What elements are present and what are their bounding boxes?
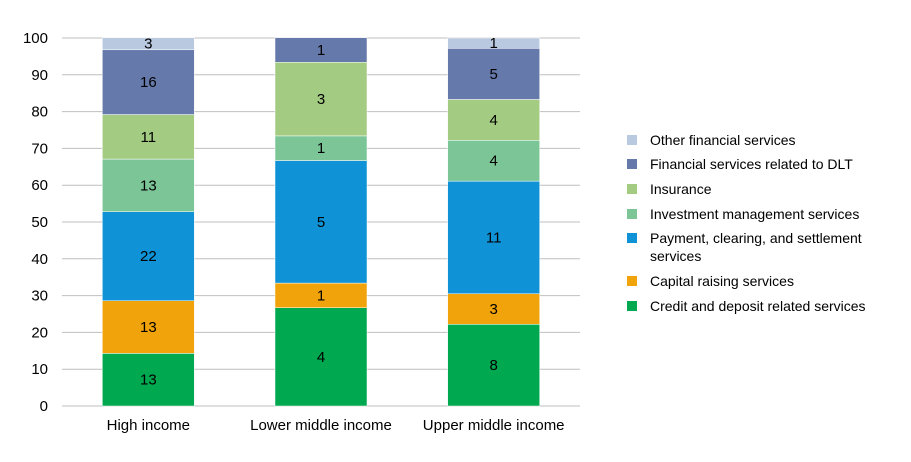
data-label: 1 [317, 140, 325, 157]
y-tick-label: 100 [23, 30, 48, 47]
data-label: 3 [317, 91, 325, 108]
bar-segment [447, 37, 540, 49]
legend-swatch [627, 233, 637, 243]
data-label: 11 [486, 229, 502, 246]
y-tick-label: 20 [31, 324, 48, 341]
bar-segment [274, 160, 368, 284]
legend-swatch [627, 184, 637, 194]
legend-label: Other financial services [650, 132, 796, 148]
data-label: 22 [140, 248, 157, 265]
y-tick-label: 80 [31, 104, 48, 121]
legend-label: Credit and deposit related services [650, 298, 866, 314]
bar-segment [274, 282, 368, 308]
y-tick-label: 60 [31, 177, 48, 194]
data-label: 1 [317, 287, 325, 304]
legend-swatch [627, 209, 637, 219]
bar-segment [102, 353, 195, 407]
data-label: 13 [140, 319, 157, 336]
bar-segment [274, 62, 368, 137]
y-tick-label: 70 [31, 140, 48, 157]
bar-segment [447, 180, 540, 295]
data-label: 5 [489, 66, 497, 83]
legend-swatch [627, 159, 637, 169]
legend-label: Investment management services [650, 206, 859, 222]
bar-segment [447, 48, 540, 100]
data-label: 1 [317, 42, 325, 59]
legend-swatch [627, 276, 637, 286]
data-label: 11 [141, 129, 157, 146]
bar-segment [274, 135, 368, 161]
legend-label: Financial services related to DLT [650, 156, 853, 172]
legend-swatch [627, 301, 637, 311]
y-tick-label: 50 [31, 214, 48, 231]
bar-segment [102, 300, 195, 354]
bar-segment [274, 37, 368, 63]
data-label: 5 [317, 214, 325, 231]
x-category-label: High income [107, 417, 190, 434]
data-label: 13 [140, 372, 157, 389]
bar-segment [102, 37, 195, 51]
y-tick-label: 40 [31, 251, 48, 268]
x-category-label: Lower middle income [250, 417, 392, 434]
bar-segment [102, 49, 195, 115]
x-axis: High income Lower middle income Upper midd… [107, 417, 565, 434]
bar-segment [447, 99, 540, 141]
bar-segment [102, 158, 195, 212]
y-tick-label: 30 [31, 288, 48, 305]
data-label: 1 [489, 35, 497, 52]
data-label: 13 [140, 177, 157, 194]
bar-segment [274, 307, 368, 407]
bar-segment [447, 324, 540, 407]
data-label: 4 [317, 349, 325, 366]
y-tick-label: 10 [31, 361, 48, 378]
data-label: 4 [489, 112, 497, 129]
legend-label: Payment, clearing, and settlement service… [650, 230, 862, 264]
x-category-label: Upper middle income [423, 417, 565, 434]
y-tick-label: 0 [40, 398, 48, 415]
legend-swatch [627, 135, 637, 145]
y-tick-label: 90 [31, 67, 48, 84]
bar-segment [447, 293, 540, 325]
bar-segment [102, 211, 195, 302]
bar-segment [102, 114, 195, 160]
data-label: 16 [140, 74, 157, 91]
data-label: 3 [489, 301, 497, 318]
y-axis: 0 10 20 30 40 50 60 70 80 90 100 [23, 30, 48, 415]
legend-label: Insurance [650, 181, 712, 197]
data-label: 3 [144, 36, 152, 53]
bar-segment [447, 140, 540, 182]
data-label: 4 [489, 153, 497, 170]
legend-label: Capital raising services [650, 273, 794, 289]
legend: Other financial services Financial servic… [627, 132, 866, 314]
data-label: 8 [489, 357, 497, 374]
